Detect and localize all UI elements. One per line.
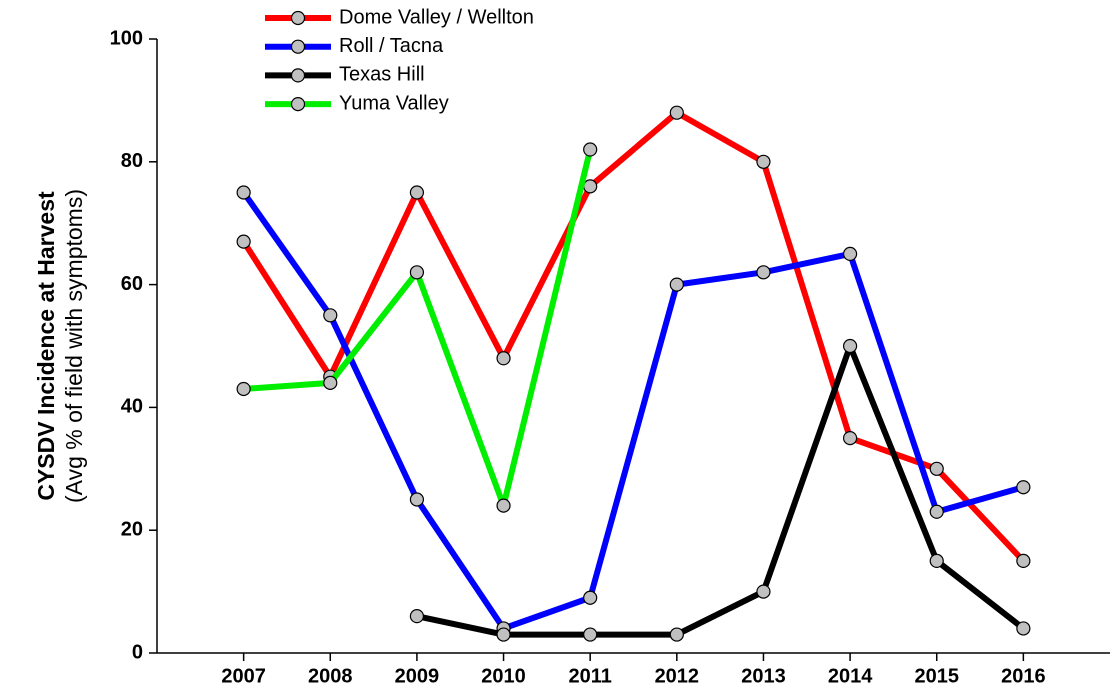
series-line — [416, 343, 1026, 638]
y-tick-label: 100 — [110, 27, 143, 49]
legend-label: Roll / Tacna — [339, 35, 444, 57]
marker — [929, 504, 944, 519]
y-tick-label: 80 — [121, 150, 143, 172]
x-tick-label: 2010 — [481, 665, 526, 687]
marker — [756, 265, 771, 280]
marker — [1016, 480, 1031, 495]
marker — [236, 234, 251, 249]
marker — [583, 142, 598, 157]
marker — [842, 246, 858, 261]
marker — [496, 627, 511, 642]
legend-marker — [290, 96, 306, 112]
y-tick-label: 60 — [121, 273, 143, 295]
legend-label: Yuma Valley — [339, 92, 449, 114]
y-axis-sublabel: (Avg % of field with symptoms) — [61, 189, 87, 503]
marker — [669, 105, 684, 120]
marker — [842, 338, 858, 354]
marker — [236, 185, 251, 200]
marker — [583, 179, 598, 194]
x-tick-label: 2013 — [741, 665, 786, 687]
x-tick-label: 2011 — [568, 665, 611, 687]
marker — [496, 498, 511, 513]
legend-label: Dome Valley / Wellton — [339, 6, 534, 28]
marker — [409, 185, 425, 200]
x-tick-label: 2014 — [828, 665, 873, 687]
x-tick-label: 2009 — [395, 665, 440, 687]
y-tick-label: 20 — [121, 518, 143, 540]
marker — [756, 584, 771, 599]
legend-marker — [290, 10, 306, 26]
marker — [929, 553, 944, 569]
y-tick-label: 40 — [121, 396, 143, 418]
marker — [756, 154, 771, 169]
x-tick-label: 2015 — [914, 665, 959, 687]
marker — [409, 492, 425, 507]
legend-label: Texas Hill — [339, 64, 425, 86]
legend-marker — [290, 39, 306, 54]
marker — [1016, 553, 1031, 569]
marker — [669, 627, 684, 642]
marker — [496, 351, 511, 366]
marker — [1016, 621, 1031, 636]
marker — [583, 627, 598, 642]
marker — [323, 308, 338, 323]
x-tick-label: 2008 — [308, 665, 353, 687]
marker — [409, 265, 425, 280]
x-tick-label: 2012 — [655, 665, 700, 687]
marker — [409, 609, 425, 624]
x-tick-label: 2016 — [1001, 665, 1046, 687]
marker — [669, 277, 684, 292]
marker — [323, 375, 338, 390]
legend-marker — [290, 68, 306, 83]
marker — [929, 461, 944, 476]
series-line — [241, 190, 1025, 632]
y-label-group: CYSDV Incidence at Harvest (Avg % of fie… — [33, 189, 87, 503]
marker — [842, 431, 858, 446]
marker — [236, 381, 251, 397]
marker — [583, 590, 598, 605]
x-tick-label: 2007 — [221, 665, 266, 687]
y-tick-label: 0 — [132, 641, 143, 663]
y-axis-label: CYSDV Incidence at Harvest — [33, 191, 59, 501]
